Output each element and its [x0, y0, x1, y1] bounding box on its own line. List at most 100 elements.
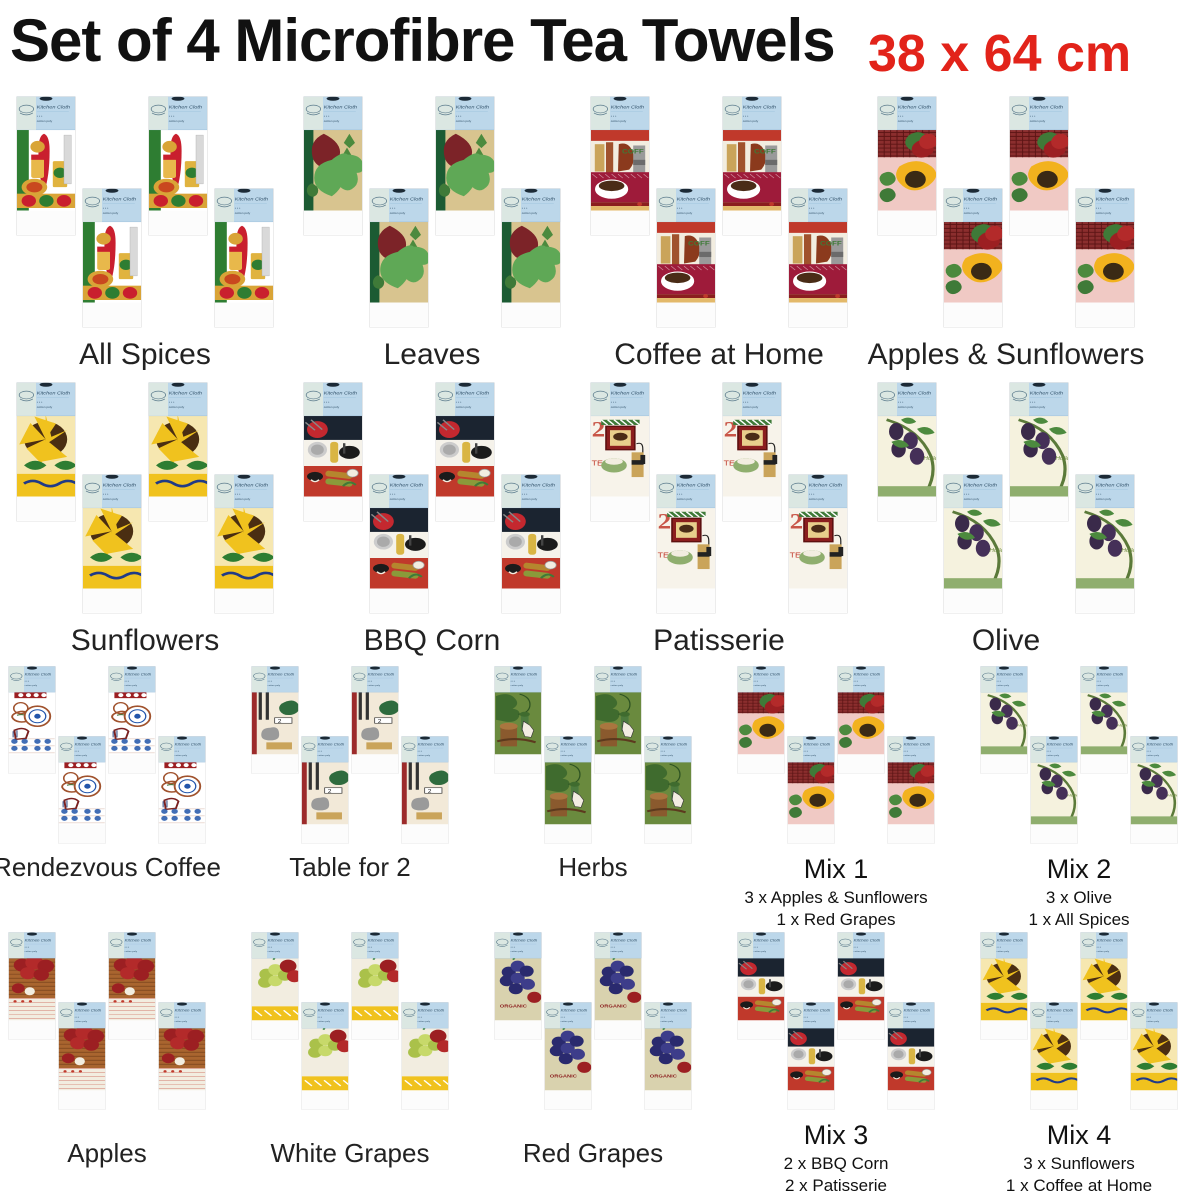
- svg-text:• • •: • • •: [235, 492, 241, 496]
- svg-text:• • •: • • •: [324, 400, 330, 404]
- svg-text:cotton poly: cotton poly: [318, 1020, 331, 1023]
- svg-text:cotton poly: cotton poly: [75, 754, 88, 757]
- svg-text:cotton poly: cotton poly: [175, 754, 188, 757]
- svg-text:ORGANIC: ORGANIC: [500, 1004, 527, 1009]
- svg-text:• • •: • • •: [904, 750, 909, 753]
- svg-text:• • •: • • •: [854, 680, 859, 683]
- svg-text:• • •: • • •: [103, 206, 109, 210]
- svg-text:Kitchen Cloth: Kitchen Cloth: [456, 391, 489, 396]
- svg-text:Kitchen Cloth: Kitchen Cloth: [754, 672, 781, 676]
- svg-text:Kitchen Cloth: Kitchen Cloth: [37, 105, 70, 110]
- svg-text:• • •: • • •: [125, 946, 130, 949]
- svg-text:cotton poly: cotton poly: [175, 1020, 188, 1023]
- svg-text:• • •: • • •: [1147, 1016, 1152, 1019]
- svg-text:Kitchen Cloth: Kitchen Cloth: [37, 391, 70, 396]
- svg-text:cotton poly: cotton poly: [324, 119, 340, 123]
- svg-text:Kitchen Cloth: Kitchen Cloth: [743, 105, 776, 110]
- svg-text:• • •: • • •: [25, 680, 30, 683]
- svg-text:ORGANIC: ORGANIC: [550, 1074, 577, 1079]
- svg-text:Kitchen Cloth: Kitchen Cloth: [1097, 672, 1124, 676]
- svg-text:Kitchen Cloth: Kitchen Cloth: [522, 483, 555, 488]
- svg-text:• • •: • • •: [743, 114, 749, 118]
- svg-text:• • •: • • •: [511, 946, 516, 949]
- svg-text:• • •: • • •: [456, 400, 462, 404]
- svg-text:Kitchen Cloth: Kitchen Cloth: [125, 672, 152, 676]
- svg-text:• • •: • • •: [511, 680, 516, 683]
- svg-text:ORGANIC: ORGANIC: [650, 1074, 677, 1079]
- svg-text:Kitchen Cloth: Kitchen Cloth: [511, 672, 538, 676]
- svg-text:Kitchen Cloth: Kitchen Cloth: [169, 105, 202, 110]
- svg-text:Kitchen Cloth: Kitchen Cloth: [25, 672, 52, 676]
- svg-text:cotton poly: cotton poly: [743, 405, 759, 409]
- svg-text:• • •: • • •: [854, 946, 859, 949]
- svg-text:cotton poly: cotton poly: [1047, 1020, 1060, 1023]
- svg-text:cotton poly: cotton poly: [809, 211, 825, 215]
- svg-text:cotton poly: cotton poly: [898, 405, 914, 409]
- svg-text:• • •: • • •: [804, 750, 809, 753]
- svg-text:Kitchen Cloth: Kitchen Cloth: [898, 391, 931, 396]
- svg-text:Kitchen Cloth: Kitchen Cloth: [324, 105, 357, 110]
- svg-text:• • •: • • •: [1030, 400, 1036, 404]
- svg-text:• • •: • • •: [169, 400, 175, 404]
- svg-text:Kitchen Cloth: Kitchen Cloth: [904, 1008, 931, 1012]
- svg-text:Kitchen Cloth: Kitchen Cloth: [75, 742, 102, 746]
- svg-text:Kitchen Cloth: Kitchen Cloth: [997, 672, 1024, 676]
- svg-text:Huile: Huile: [923, 457, 937, 462]
- svg-text:• • •: • • •: [1047, 1016, 1052, 1019]
- svg-text:• • •: • • •: [754, 680, 759, 683]
- svg-text:cotton poly: cotton poly: [511, 950, 524, 953]
- svg-text:Kitchen Cloth: Kitchen Cloth: [125, 938, 152, 942]
- svg-text:cotton poly: cotton poly: [1096, 211, 1112, 215]
- svg-text:cotton poly: cotton poly: [418, 1020, 431, 1023]
- svg-text:Kitchen Cloth: Kitchen Cloth: [1030, 105, 1063, 110]
- svg-text:Kitchen Cloth: Kitchen Cloth: [809, 197, 842, 202]
- svg-text:TE: TE: [724, 459, 735, 467]
- svg-text:cotton poly: cotton poly: [804, 1020, 817, 1023]
- svg-text:cotton poly: cotton poly: [125, 950, 138, 953]
- svg-text:Kitchen Cloth: Kitchen Cloth: [175, 1008, 202, 1012]
- svg-text:Kitchen Cloth: Kitchen Cloth: [318, 1008, 345, 1012]
- svg-text:• • •: • • •: [318, 750, 323, 753]
- svg-text:• • •: • • •: [368, 680, 373, 683]
- svg-text:TE: TE: [790, 551, 801, 559]
- svg-text:Kitchen Cloth: Kitchen Cloth: [175, 742, 202, 746]
- svg-text:cotton poly: cotton poly: [1097, 684, 1110, 687]
- svg-text:cotton poly: cotton poly: [898, 119, 914, 123]
- svg-text:• • •: • • •: [1096, 206, 1102, 210]
- svg-text:cotton poly: cotton poly: [754, 950, 767, 953]
- svg-text:• • •: • • •: [1147, 750, 1152, 753]
- svg-text:cotton poly: cotton poly: [37, 119, 53, 123]
- svg-text:cotton poly: cotton poly: [103, 211, 119, 215]
- svg-text:• • •: • • •: [390, 492, 396, 496]
- svg-text:cotton poly: cotton poly: [235, 211, 251, 215]
- svg-text:cotton poly: cotton poly: [368, 950, 381, 953]
- svg-text:Kitchen Cloth: Kitchen Cloth: [390, 197, 423, 202]
- svg-text:Kitchen Cloth: Kitchen Cloth: [611, 105, 644, 110]
- svg-text:cotton poly: cotton poly: [809, 497, 825, 501]
- svg-text:• • •: • • •: [1047, 750, 1052, 753]
- svg-text:ORGANIC: ORGANIC: [600, 1004, 627, 1009]
- svg-text:• • •: • • •: [103, 492, 109, 496]
- svg-text:cotton poly: cotton poly: [1147, 754, 1160, 757]
- svg-text:cotton poly: cotton poly: [103, 497, 119, 501]
- svg-text:COFF: COFF: [622, 147, 644, 155]
- svg-text:Kitchen Cloth: Kitchen Cloth: [169, 391, 202, 396]
- svg-text:cotton poly: cotton poly: [25, 950, 38, 953]
- svg-text:cotton poly: cotton poly: [661, 1020, 674, 1023]
- svg-text:2: 2: [378, 719, 382, 724]
- svg-text:• • •: • • •: [456, 114, 462, 118]
- svg-text:Kitchen Cloth: Kitchen Cloth: [268, 672, 295, 676]
- svg-text:Kitchen Cloth: Kitchen Cloth: [743, 391, 776, 396]
- svg-text:• • •: • • •: [898, 114, 904, 118]
- svg-text:Huile: Huile: [1121, 549, 1135, 554]
- svg-text:Kitchen Cloth: Kitchen Cloth: [661, 1008, 688, 1012]
- svg-text:• • •: • • •: [318, 1016, 323, 1019]
- svg-text:• • •: • • •: [390, 206, 396, 210]
- svg-text:COFF: COFF: [688, 239, 710, 247]
- svg-text:cotton poly: cotton poly: [268, 950, 281, 953]
- svg-text:• • •: • • •: [25, 946, 30, 949]
- svg-text:cotton poly: cotton poly: [754, 684, 767, 687]
- svg-text:Kitchen Cloth: Kitchen Cloth: [964, 197, 997, 202]
- svg-text:Huile: Huile: [1067, 793, 1078, 797]
- svg-text:• • •: • • •: [661, 1016, 666, 1019]
